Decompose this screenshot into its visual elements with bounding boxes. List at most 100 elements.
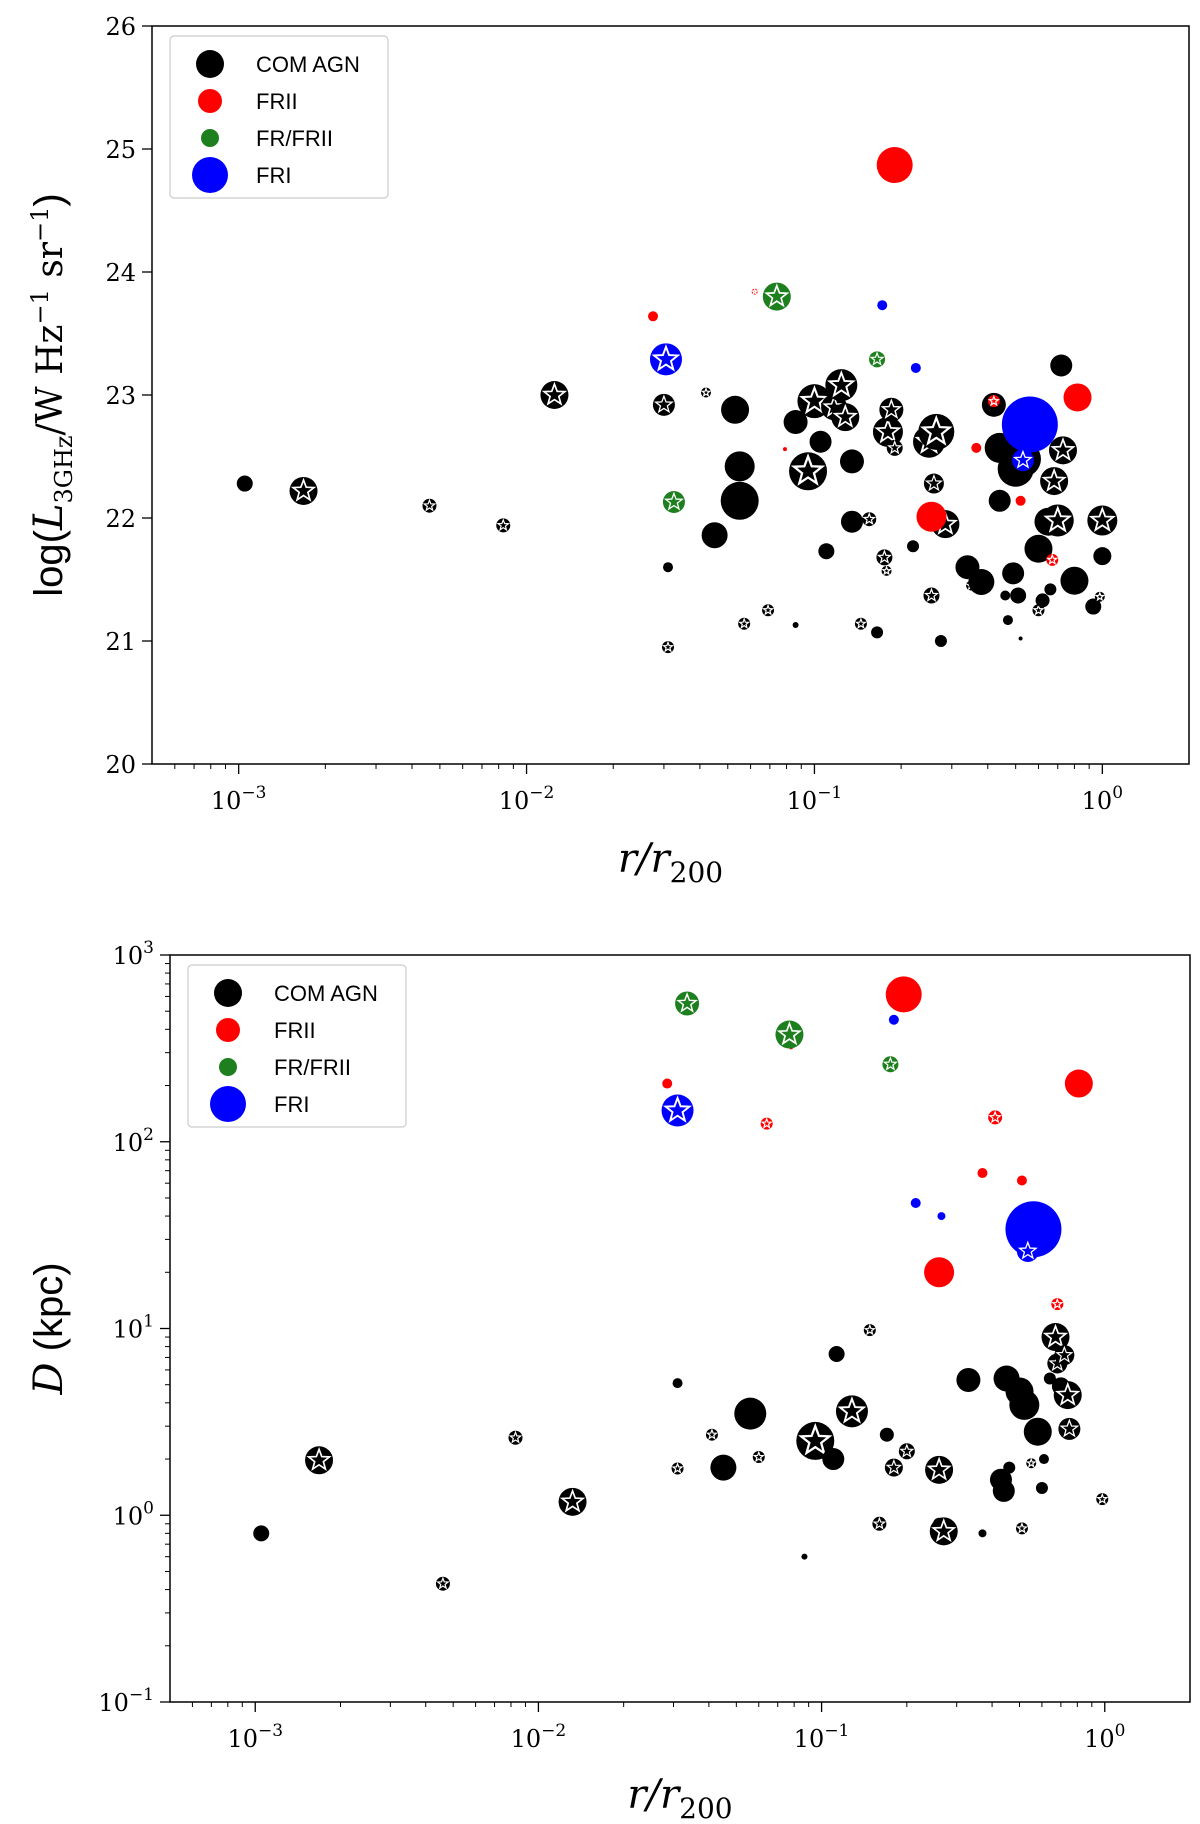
x-tick-label: 10−2: [511, 1721, 567, 1753]
legend-label: FRII: [256, 89, 298, 114]
com_agn-point: [792, 622, 799, 629]
com_agn-star-marker: [926, 1456, 952, 1481]
fri-star-marker: [1017, 1240, 1038, 1260]
com_agn-point: [934, 635, 947, 647]
x-axis-label-main: r/r: [627, 1772, 682, 1818]
com_agn-star-marker: [790, 453, 826, 486]
frii-point: [1064, 1069, 1093, 1098]
com_agn-star-marker: [1015, 1522, 1029, 1534]
legend-marker-fr_frii: [219, 1058, 237, 1076]
frii-point: [648, 311, 659, 322]
com_agn-point: [907, 540, 920, 553]
com_agn-star-marker: [290, 477, 317, 502]
frii-point: [977, 1168, 988, 1179]
y-tick-label: 23: [105, 382, 136, 410]
com_agn-point: [879, 1427, 894, 1442]
com_agn-star-marker: [738, 617, 751, 629]
frii-star-marker: [988, 1110, 1002, 1124]
com_agn-point: [978, 1529, 987, 1538]
com_agn-star-marker: [885, 1458, 903, 1475]
tick-base: 10: [794, 1725, 825, 1753]
com_agn-star-marker: [1050, 437, 1076, 462]
tick-exponent: −2: [541, 1721, 566, 1741]
com_agn-point: [822, 1448, 845, 1471]
y-tick-label: 24: [105, 259, 136, 287]
legend-box: [187, 964, 407, 1128]
com_agn-point: [701, 522, 728, 549]
com_agn-point: [809, 430, 832, 453]
y-axis-label-part: ): [27, 193, 71, 206]
legend-label: COM AGN: [274, 981, 378, 1006]
tick-base: 10: [787, 787, 818, 815]
com_agn-star-marker: [923, 587, 940, 602]
com_agn-star-marker: [1059, 1418, 1080, 1438]
tick-exponent: 0: [1112, 783, 1123, 803]
frii-point: [1063, 383, 1092, 412]
y-axis-label: log(L3GHz/W Hz−1 sr−1): [26, 193, 78, 596]
y-tick-label: 100: [113, 1498, 154, 1530]
y-tick-label: 102: [113, 1125, 154, 1157]
com_agn-point: [672, 1378, 683, 1389]
com_agn-star-marker: [887, 439, 903, 455]
com_agn-star-marker: [752, 1450, 765, 1463]
com_agn-star-marker: [671, 1462, 684, 1474]
com_agn-point: [988, 489, 1011, 512]
fri-star-marker: [663, 1095, 693, 1123]
y-axis-label-part: /W Hz: [30, 325, 71, 436]
y-axis-label-part: (kpc): [27, 1262, 71, 1362]
frii-point: [971, 442, 982, 453]
com_agn-point: [1035, 1481, 1048, 1494]
com_agn-point: [1010, 587, 1027, 604]
com_agn-point: [1023, 1417, 1052, 1446]
y-tick-label: 101: [113, 1312, 154, 1344]
com_agn-point: [253, 1525, 270, 1542]
legend-label: FR/FRII: [256, 126, 333, 151]
com_agn-star-marker: [700, 386, 712, 398]
com_agn-point: [839, 449, 864, 474]
y-axis-label-part: sr: [30, 241, 71, 289]
data-points: [253, 976, 1109, 1591]
fr_frii-star-marker: [663, 491, 684, 511]
com_agn-star-marker: [653, 394, 674, 414]
com_agn-point: [1018, 636, 1023, 641]
com_agn-point: [783, 410, 808, 435]
tick-exponent: −1: [129, 1685, 154, 1705]
frii-star-marker: [1051, 1297, 1064, 1310]
com_agn-point: [1060, 566, 1089, 595]
fr_frii-star-marker: [764, 283, 790, 308]
com_agn-point: [1002, 562, 1025, 585]
fr_frii-star-marker: [676, 992, 698, 1013]
tick-exponent: −3: [258, 1721, 283, 1741]
fri-point: [1005, 1201, 1062, 1258]
com_agn-point: [956, 1367, 981, 1392]
fri-star-marker: [651, 344, 681, 372]
tick-exponent: 0: [1115, 1721, 1126, 1741]
com_agn-point: [968, 568, 995, 595]
tick-exponent: 3: [143, 938, 154, 958]
tick-exponent: −2: [529, 783, 554, 803]
frii-point: [916, 501, 947, 532]
tick-base: 10: [98, 1689, 129, 1717]
frii-point: [1015, 495, 1026, 506]
tick-exponent: −3: [241, 783, 266, 803]
fri-point: [910, 1197, 921, 1208]
x-axis-label: r/r200: [627, 1772, 732, 1824]
top-panel-luminosity: 10−3 10−2 10−1 10020212223242526r/r200log(L…: [26, 13, 1190, 889]
tick-exponent: 2: [143, 1125, 154, 1145]
com_agn-point: [828, 1346, 845, 1363]
y-axis-label-part: 3GHz: [50, 435, 78, 503]
y-axis-label: D (kpc): [26, 1262, 72, 1395]
frii-star-marker: [987, 394, 1000, 407]
com_agn-point: [840, 510, 863, 533]
com_agn-star-marker: [876, 549, 892, 564]
com_agn-star-marker: [872, 1516, 887, 1530]
fri-point: [877, 300, 888, 311]
com_agn-star-marker: [422, 498, 437, 512]
tick-exponent: 0: [143, 1498, 154, 1518]
legend-label: COM AGN: [256, 52, 360, 77]
com_agn-point: [710, 1454, 737, 1481]
x-tick-label: 10−2: [499, 783, 555, 815]
y-tick-label: 20: [105, 751, 136, 779]
x-axis-label-main: r/r: [618, 836, 673, 882]
